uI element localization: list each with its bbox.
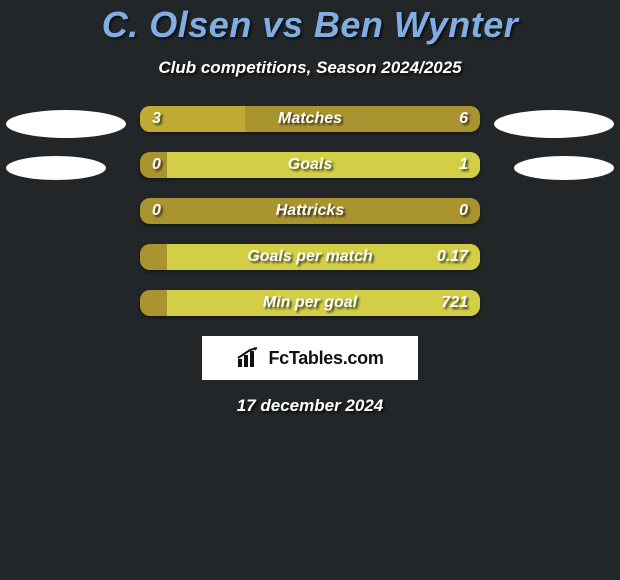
comparison-card: C. Olsen vs Ben Wynter Club competitions… (0, 0, 620, 416)
stat-row: 721Min per goal (140, 290, 480, 316)
badge-text: FcTables.com (268, 348, 383, 369)
player-right-ellipse-2 (514, 156, 614, 180)
player-right-ellipse-1 (494, 110, 614, 138)
stat-label: Min per goal (140, 290, 480, 316)
subtitle: Club competitions, Season 2024/2025 (0, 58, 620, 78)
date-text: 17 december 2024 (0, 396, 620, 416)
stat-bars: 36Matches 01Goals 00Hattricks 0.17Goals per… (140, 106, 480, 316)
bar-chart-icon (236, 347, 262, 369)
right-photo-col (494, 106, 614, 180)
left-photo-col (6, 106, 126, 180)
stat-label: Goals per match (140, 244, 480, 270)
stat-row: 01Goals (140, 152, 480, 178)
player-left-ellipse-2 (6, 156, 106, 180)
stat-row: 0.17Goals per match (140, 244, 480, 270)
stat-row: 00Hattricks (140, 198, 480, 224)
page-title: C. Olsen vs Ben Wynter (0, 4, 620, 46)
stats-block: 36Matches 01Goals 00Hattricks 0.17Goals per… (0, 106, 620, 316)
stat-label: Goals (140, 152, 480, 178)
fctables-badge[interactable]: FcTables.com (202, 336, 418, 380)
stat-label: Matches (140, 106, 480, 132)
player-left-ellipse-1 (6, 110, 126, 138)
stat-label: Hattricks (140, 198, 480, 224)
stat-row: 36Matches (140, 106, 480, 132)
